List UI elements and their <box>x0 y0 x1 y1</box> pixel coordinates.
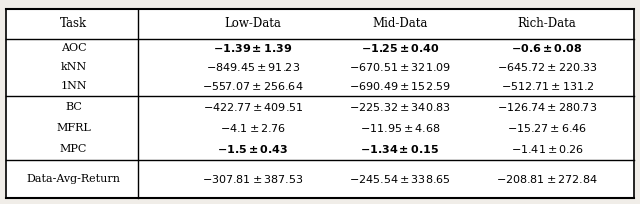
Text: $-645.72 \pm 220.33$: $-645.72 \pm 220.33$ <box>497 61 598 73</box>
Text: $-11.95 \pm 4.68$: $-11.95 \pm 4.68$ <box>360 122 440 134</box>
Text: $\mathbf{-1.25 \pm 0.40}$: $\mathbf{-1.25 \pm 0.40}$ <box>360 42 440 54</box>
Text: BC: BC <box>65 102 82 112</box>
Text: $-126.74 \pm 280.73$: $-126.74 \pm 280.73$ <box>497 101 597 113</box>
Text: Mid-Data: Mid-Data <box>372 18 428 30</box>
Text: $-208.81 \pm 272.84$: $-208.81 \pm 272.84$ <box>497 173 598 185</box>
Text: Task: Task <box>60 18 87 30</box>
Text: $\mathbf{-1.5 \pm 0.43}$: $\mathbf{-1.5 \pm 0.43}$ <box>217 143 289 155</box>
Text: kNN: kNN <box>60 62 87 72</box>
Text: MFRL: MFRL <box>56 123 91 133</box>
Text: $\mathbf{-1.34 \pm 0.15}$: $\mathbf{-1.34 \pm 0.15}$ <box>360 143 440 155</box>
Text: Rich-Data: Rich-Data <box>518 18 577 30</box>
Text: $-245.54 \pm 338.65$: $-245.54 \pm 338.65$ <box>349 173 451 185</box>
Text: Data-Avg-Return: Data-Avg-Return <box>27 174 120 184</box>
Text: Low-Data: Low-Data <box>225 18 281 30</box>
Text: MPC: MPC <box>60 144 87 154</box>
Text: AOC: AOC <box>61 43 86 53</box>
Text: $-670.51 \pm 321.09$: $-670.51 \pm 321.09$ <box>349 61 451 73</box>
Text: $-1.41 \pm 0.26$: $-1.41 \pm 0.26$ <box>511 143 584 155</box>
Text: $-225.32 \pm 340.83$: $-225.32 \pm 340.83$ <box>349 101 451 113</box>
Text: $\mathbf{-1.39 \pm 1.39}$: $\mathbf{-1.39 \pm 1.39}$ <box>213 42 292 54</box>
Text: $-849.45 \pm 91.23$: $-849.45 \pm 91.23$ <box>205 61 300 73</box>
Text: $-422.77 \pm 409.51$: $-422.77 \pm 409.51$ <box>202 101 303 113</box>
Text: $-307.81 \pm 387.53$: $-307.81 \pm 387.53$ <box>202 173 303 185</box>
Text: $-557.07 \pm 256.64$: $-557.07 \pm 256.64$ <box>202 80 303 92</box>
Text: $-4.1 \pm 2.76$: $-4.1 \pm 2.76$ <box>220 122 285 134</box>
Text: $-512.71 \pm 131.2$: $-512.71 \pm 131.2$ <box>500 80 594 92</box>
Text: $\mathbf{-0.6 \pm 0.08}$: $\mathbf{-0.6 \pm 0.08}$ <box>511 42 583 54</box>
Text: $-690.49 \pm 152.59$: $-690.49 \pm 152.59$ <box>349 80 451 92</box>
Text: $-15.27 \pm 6.46$: $-15.27 \pm 6.46$ <box>507 122 588 134</box>
Text: 1NN: 1NN <box>60 81 87 91</box>
